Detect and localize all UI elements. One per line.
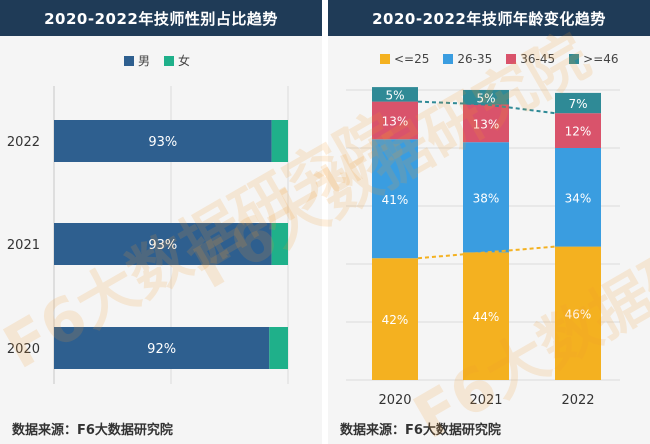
age-bar-label-2021-0: 44%	[473, 310, 500, 324]
age-bar-label-2020-1: 41%	[382, 193, 409, 207]
age-bar-2020-3	[372, 87, 418, 102]
age-bar-label-2021-1: 38%	[473, 191, 500, 205]
gender-bar-2022-0	[54, 120, 272, 162]
age-bar-2022-0	[555, 246, 601, 380]
gender-legend-label-1: 女	[178, 54, 191, 68]
gender-bar-label-2022: 93%	[148, 135, 177, 150]
gender-panel: 2020-2022年技师性别占比趋势 男女 93% 2022 93% 2021 92% 2…	[0, 0, 322, 444]
age-bar-label-2022-1: 34%	[565, 191, 592, 205]
age-trend-line-young	[417, 245, 556, 260]
gender-bar-2021-1	[271, 223, 288, 265]
gender-legend: 男女	[124, 52, 190, 69]
age-category-label-2022: 2022	[561, 393, 594, 408]
gender-chart-title: 2020-2022年技师性别占比趋势	[0, 0, 322, 36]
gender-bar-2021-0	[54, 223, 272, 265]
age-bar-label-2022-2: 12%	[565, 125, 592, 139]
gender-category-label-2022: 2022	[7, 135, 40, 150]
gender-bar-2022-1	[271, 120, 288, 162]
age-bar-2020-1	[372, 139, 418, 259]
age-chart: 42% 41% 13% 5% 2020 44% 38% 13% 5% 2021 46% 34% 12% 7…	[346, 87, 620, 408]
age-legend-swatch-2	[506, 54, 517, 64]
age-panel: 2020-2022年技师年龄变化趋势 <=25 26-35 36-45 >=46 42…	[328, 0, 650, 444]
gender-bar-label-2021: 93%	[148, 238, 177, 253]
age-bar-label-2020-3: 5%	[385, 88, 404, 102]
age-bar-2021-0	[463, 252, 509, 380]
age-bar-label-2021-3: 5%	[476, 91, 495, 105]
age-bar-2020-2	[372, 101, 418, 140]
age-bar-2021-3	[463, 90, 509, 105]
gender-legend-label-0: 男	[138, 54, 151, 68]
gender-legend-item-0: 男	[124, 52, 150, 69]
age-legend-item-3: >=46	[569, 52, 619, 66]
age-legend-label-3: >=46	[583, 52, 619, 66]
age-legend-swatch-3	[569, 54, 580, 64]
gender-chart: 93% 2022 93% 2021 92% 2020	[7, 86, 289, 384]
age-legend-swatch-0	[380, 54, 390, 64]
age-category-label-2020: 2020	[378, 393, 411, 408]
gender-legend-swatch-1	[164, 55, 175, 66]
gender-legend-item-1: 女	[164, 52, 190, 69]
age-legend-item-1: 26-35	[443, 52, 492, 66]
age-trend-line-senior	[417, 100, 556, 115]
age-bar-2022-1	[555, 148, 601, 247]
age-legend-swatch-1	[443, 54, 454, 64]
age-bar-label-2021-2: 13%	[473, 117, 500, 131]
age-source: 数据来源：F6大数据研究院	[340, 423, 501, 438]
age-bar-label-2022-3: 7%	[568, 97, 587, 111]
age-bar-label-2022-0: 46%	[565, 307, 592, 321]
age-category-label-2021: 2021	[469, 393, 502, 408]
age-bar-2022-2	[555, 113, 601, 148]
gender-bar-2020-0	[54, 327, 270, 369]
age-legend-label-2: 36-45	[520, 52, 556, 66]
age-legend-label-1: 26-35	[457, 52, 493, 66]
gender-category-label-2021: 2021	[7, 238, 40, 253]
gender-legend-swatch-0	[124, 55, 134, 66]
gender-source: 数据来源：F6大数据研究院	[12, 423, 173, 438]
age-bar-label-2020-0: 42%	[382, 313, 409, 327]
age-legend-item-0: <=25	[380, 52, 429, 66]
gender-bar-label-2020: 92%	[147, 342, 176, 357]
age-bar-2021-2	[463, 104, 509, 143]
age-legend-label-0: <=25	[394, 52, 430, 66]
age-legend: <=25 26-35 36-45 >=46	[380, 52, 619, 66]
age-bar-label-2020-2: 13%	[382, 114, 409, 128]
gender-bar-2020-1	[269, 327, 288, 369]
gender-category-label-2020: 2020	[7, 342, 40, 357]
age-legend-item-2: 36-45	[506, 52, 555, 66]
age-chart-title: 2020-2022年技师年龄变化趋势	[328, 0, 650, 36]
age-bar-2021-1	[463, 142, 509, 253]
age-bar-2022-3	[555, 92, 601, 114]
age-bar-2020-0	[372, 258, 418, 380]
